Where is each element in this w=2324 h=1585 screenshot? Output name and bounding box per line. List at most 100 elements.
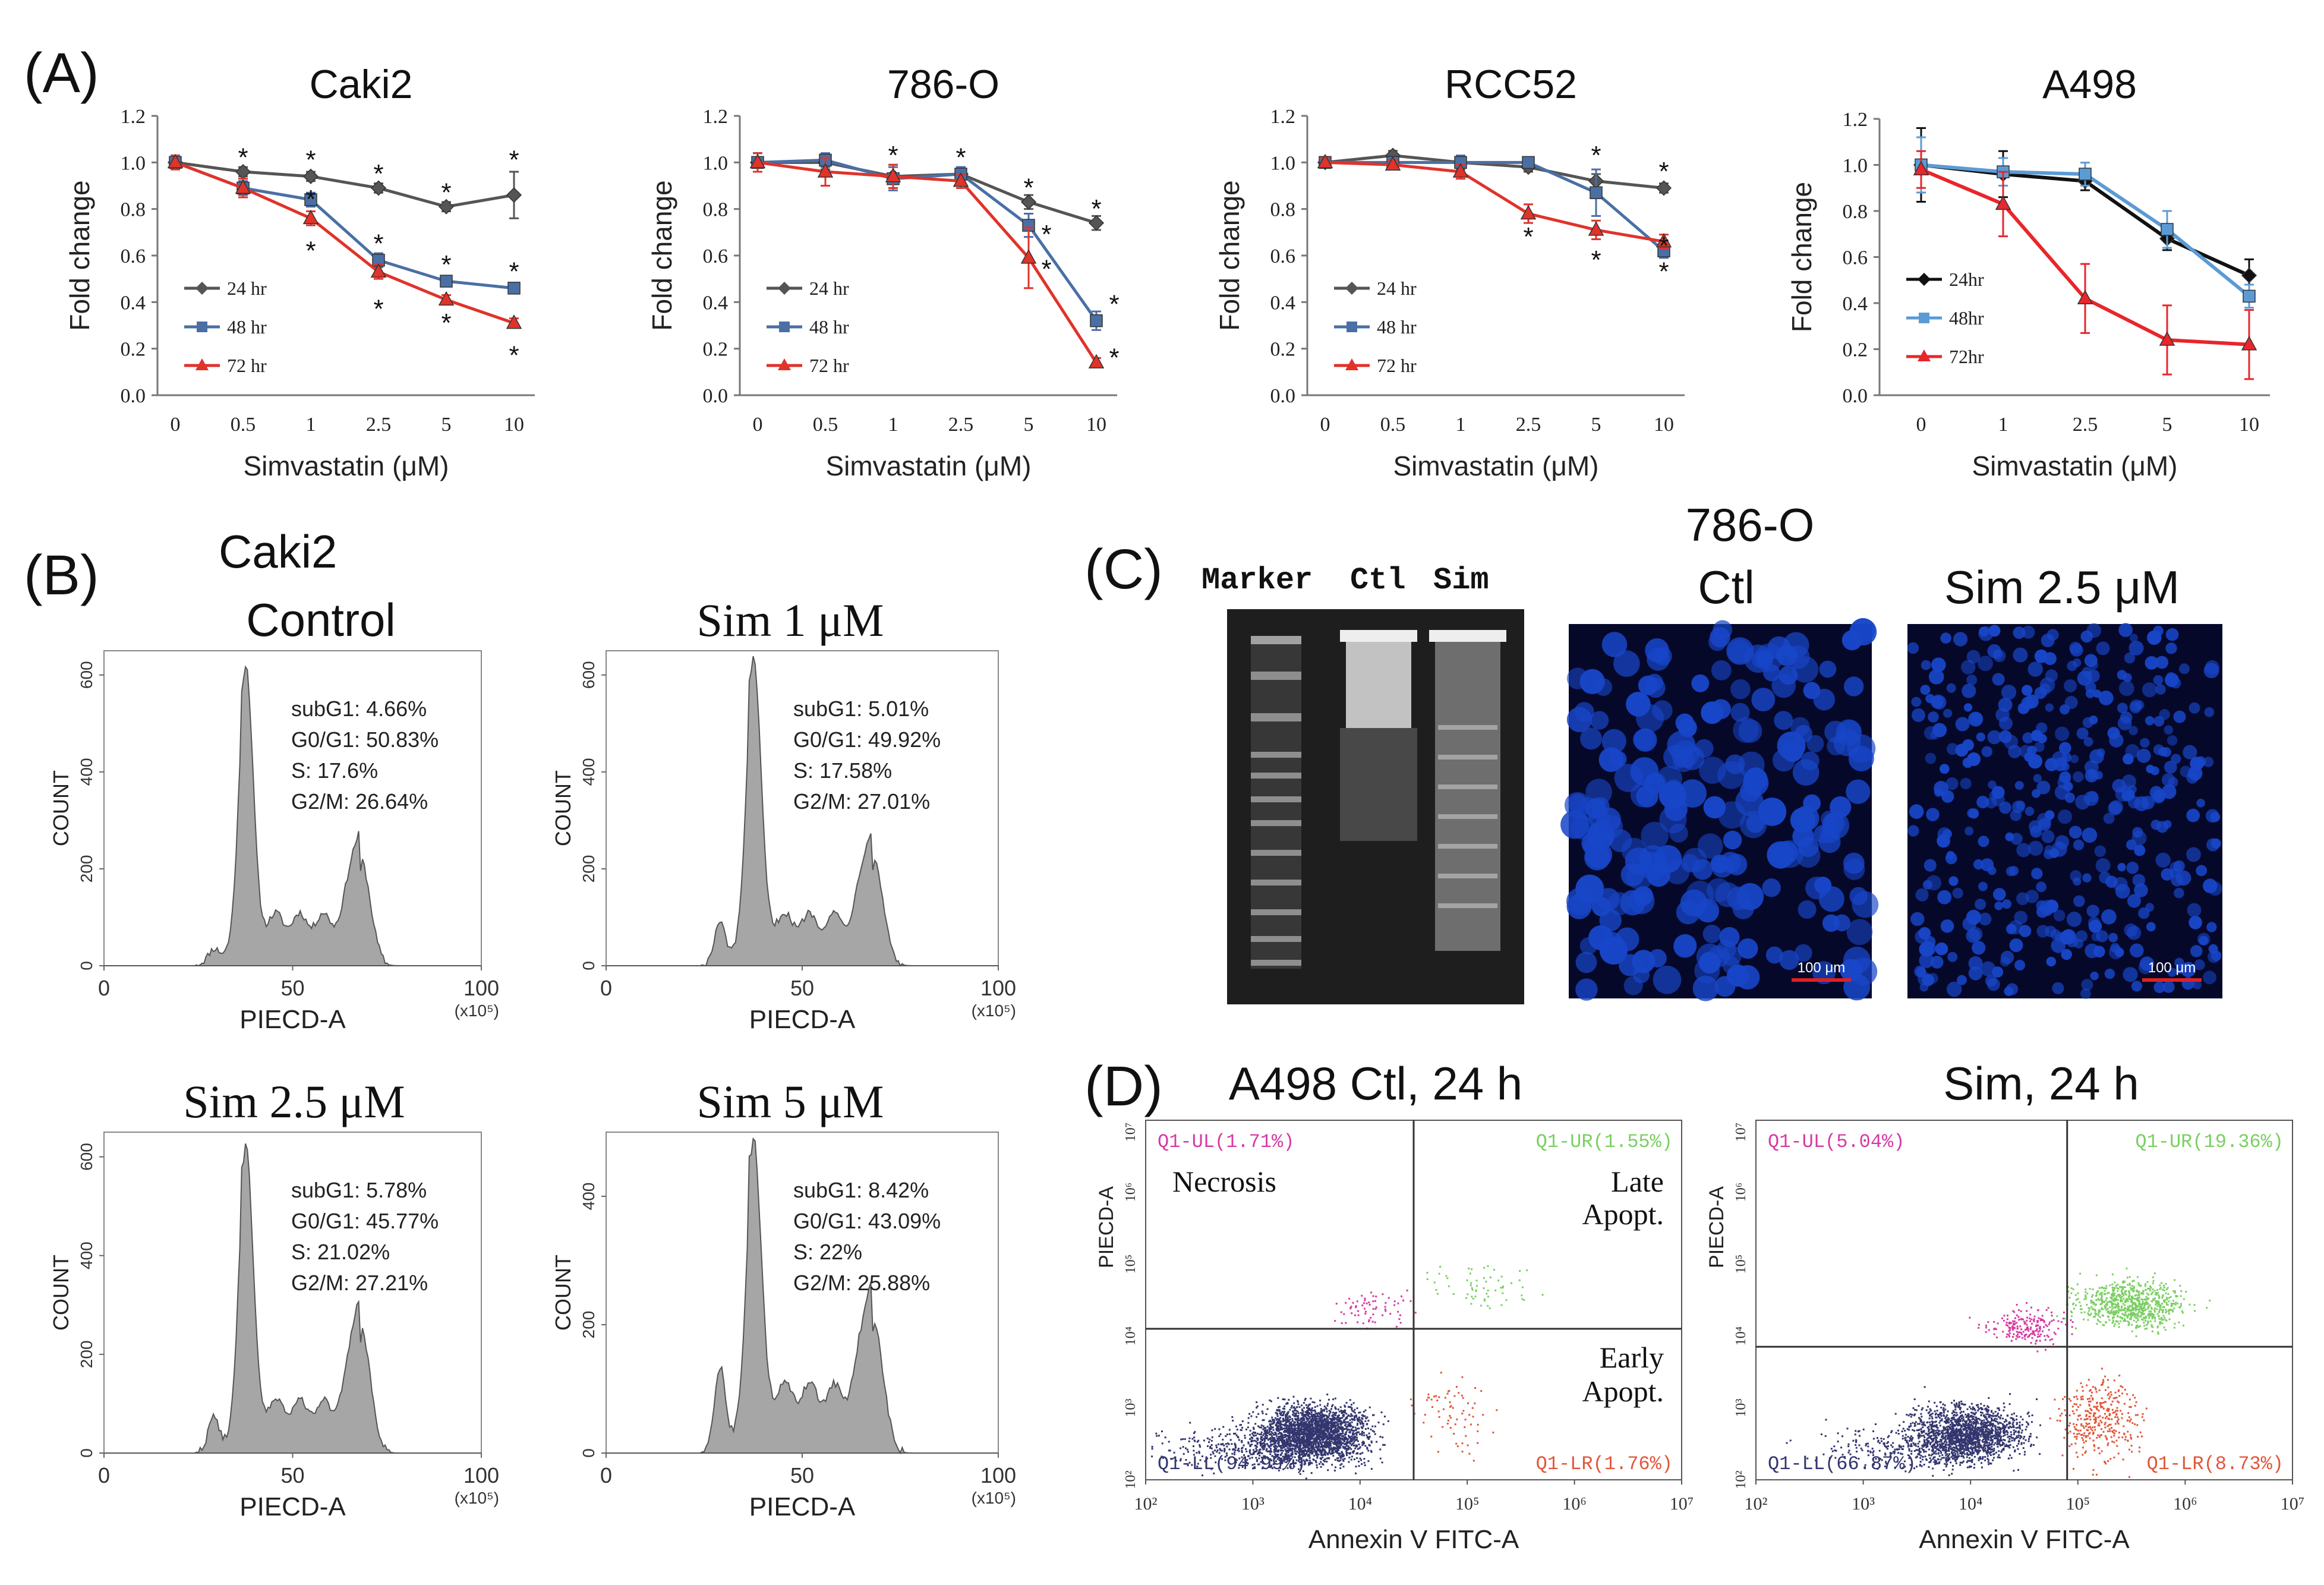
- ll-event: [1297, 1437, 1298, 1439]
- nucleus: [1993, 888, 2006, 901]
- ul-event: [1398, 1318, 1400, 1320]
- ll-event: [1301, 1417, 1303, 1419]
- nucleus: [2205, 707, 2215, 717]
- ll-event: [1312, 1433, 1314, 1435]
- lr-event: [1461, 1376, 1463, 1378]
- ll-event: [1256, 1401, 1257, 1403]
- chart-title: RCC52: [1445, 62, 1577, 107]
- ll-event: [1980, 1436, 1982, 1438]
- ll-event: [1985, 1413, 1987, 1415]
- ll-event: [1365, 1428, 1367, 1430]
- ll-event: [1361, 1430, 1363, 1432]
- ll-event: [1329, 1410, 1331, 1412]
- nucleus: [2115, 948, 2124, 957]
- nucleus: [2067, 912, 2082, 927]
- ll-event: [1314, 1415, 1316, 1417]
- ll-event: [1250, 1430, 1251, 1432]
- nucleus: [2046, 957, 2056, 966]
- lr-event: [1474, 1403, 1475, 1404]
- nucleus: [1575, 978, 1597, 1000]
- ll-event: [1291, 1405, 1293, 1407]
- ll-event: [1346, 1402, 1348, 1404]
- significance-star: *: [373, 229, 383, 259]
- ll-event: [1207, 1438, 1209, 1439]
- legend-marker: [1919, 313, 1929, 323]
- y-tick-label: 0: [579, 961, 598, 970]
- nucleus: [2146, 922, 2156, 932]
- ll-event: [1357, 1420, 1358, 1422]
- ll-event: [1306, 1424, 1307, 1426]
- ll-event: [1235, 1444, 1237, 1446]
- ll-event: [1333, 1442, 1335, 1444]
- ll-event: [1335, 1398, 1336, 1400]
- nucleus: [2089, 749, 2104, 764]
- nucleus: [1633, 966, 1650, 983]
- ll-event: [1367, 1460, 1369, 1462]
- nucleus: [1678, 779, 1707, 808]
- ll-event: [1189, 1422, 1191, 1424]
- ll-event: [1357, 1424, 1358, 1426]
- nucleus: [2036, 723, 2047, 734]
- nucleus: [2108, 933, 2118, 943]
- ll-event: [1328, 1447, 1330, 1448]
- ll-event: [1275, 1432, 1276, 1434]
- ll-event: [1327, 1419, 1329, 1421]
- ul-event: [1374, 1322, 1376, 1324]
- ll-event: [1168, 1449, 1170, 1451]
- ll-event: [1317, 1423, 1319, 1425]
- ll-event: [1287, 1436, 1289, 1438]
- ll-event: [1344, 1441, 1345, 1442]
- x-tick-label: 10: [504, 414, 524, 436]
- ll-event: [1273, 1443, 1275, 1445]
- ll-event: [1903, 1428, 1904, 1430]
- ll-event: [1317, 1449, 1319, 1451]
- ll-event: [1316, 1413, 1318, 1414]
- lr-event: [1410, 1398, 1412, 1400]
- y-tick-label: 10²: [1123, 1470, 1139, 1489]
- ll-event: [1294, 1450, 1296, 1452]
- ll-event: [2026, 1421, 2027, 1423]
- ll-event: [1187, 1451, 1189, 1452]
- ur-event: [1472, 1298, 1474, 1300]
- x-tick-label: 50: [790, 976, 814, 1000]
- nucleus: [1592, 897, 1611, 916]
- ll-event: [1309, 1457, 1311, 1459]
- ll-event: [1374, 1433, 1376, 1435]
- nucleus: [2121, 790, 2133, 801]
- nucleus: [2153, 626, 2163, 636]
- ll-event: [1351, 1444, 1352, 1446]
- nucleus: [2137, 749, 2151, 763]
- legend-label: 72 hr: [227, 355, 267, 376]
- ll-event: [1357, 1448, 1359, 1450]
- ll-event: [1267, 1426, 1269, 1428]
- ll-event: [1344, 1419, 1345, 1421]
- ll-event: [1305, 1398, 1307, 1400]
- y-tick-label: 1.0: [703, 152, 729, 174]
- ur-event: [1483, 1267, 1485, 1269]
- ll-event: [1319, 1417, 1321, 1419]
- nucleus: [2090, 972, 2098, 980]
- ll-event: [1347, 1441, 1348, 1442]
- ll-event: [1352, 1432, 1354, 1434]
- y-tick-label: 0.6: [703, 245, 729, 267]
- ll-event: [1991, 1446, 1992, 1448]
- ll-event: [1214, 1449, 1216, 1451]
- ur-event: [1511, 1283, 1512, 1284]
- flow-plot-sim: Sim, 24 hQ1-UL(5.04%)Q1-UR(19.36%)Q1-LL(…: [1705, 1057, 2304, 1554]
- ll-event: [1191, 1438, 1193, 1440]
- ll-event: [1974, 1409, 1976, 1411]
- x-tick-label: 10⁵: [1455, 1494, 1479, 1514]
- ll-event: [1264, 1446, 1266, 1448]
- ll-event: [1357, 1441, 1359, 1442]
- ll-event: [1350, 1440, 1352, 1442]
- ll-event: [1903, 1421, 1904, 1423]
- ll-event: [1360, 1446, 1361, 1448]
- ll-event: [2033, 1444, 2035, 1446]
- ll-event: [1332, 1398, 1334, 1400]
- ll-event: [1249, 1438, 1251, 1440]
- nucleus: [2119, 680, 2134, 696]
- y-axis-label: Fold change: [647, 180, 677, 330]
- ll-event: [1319, 1463, 1320, 1465]
- nucleus: [2127, 862, 2139, 874]
- nucleus: [2036, 881, 2046, 892]
